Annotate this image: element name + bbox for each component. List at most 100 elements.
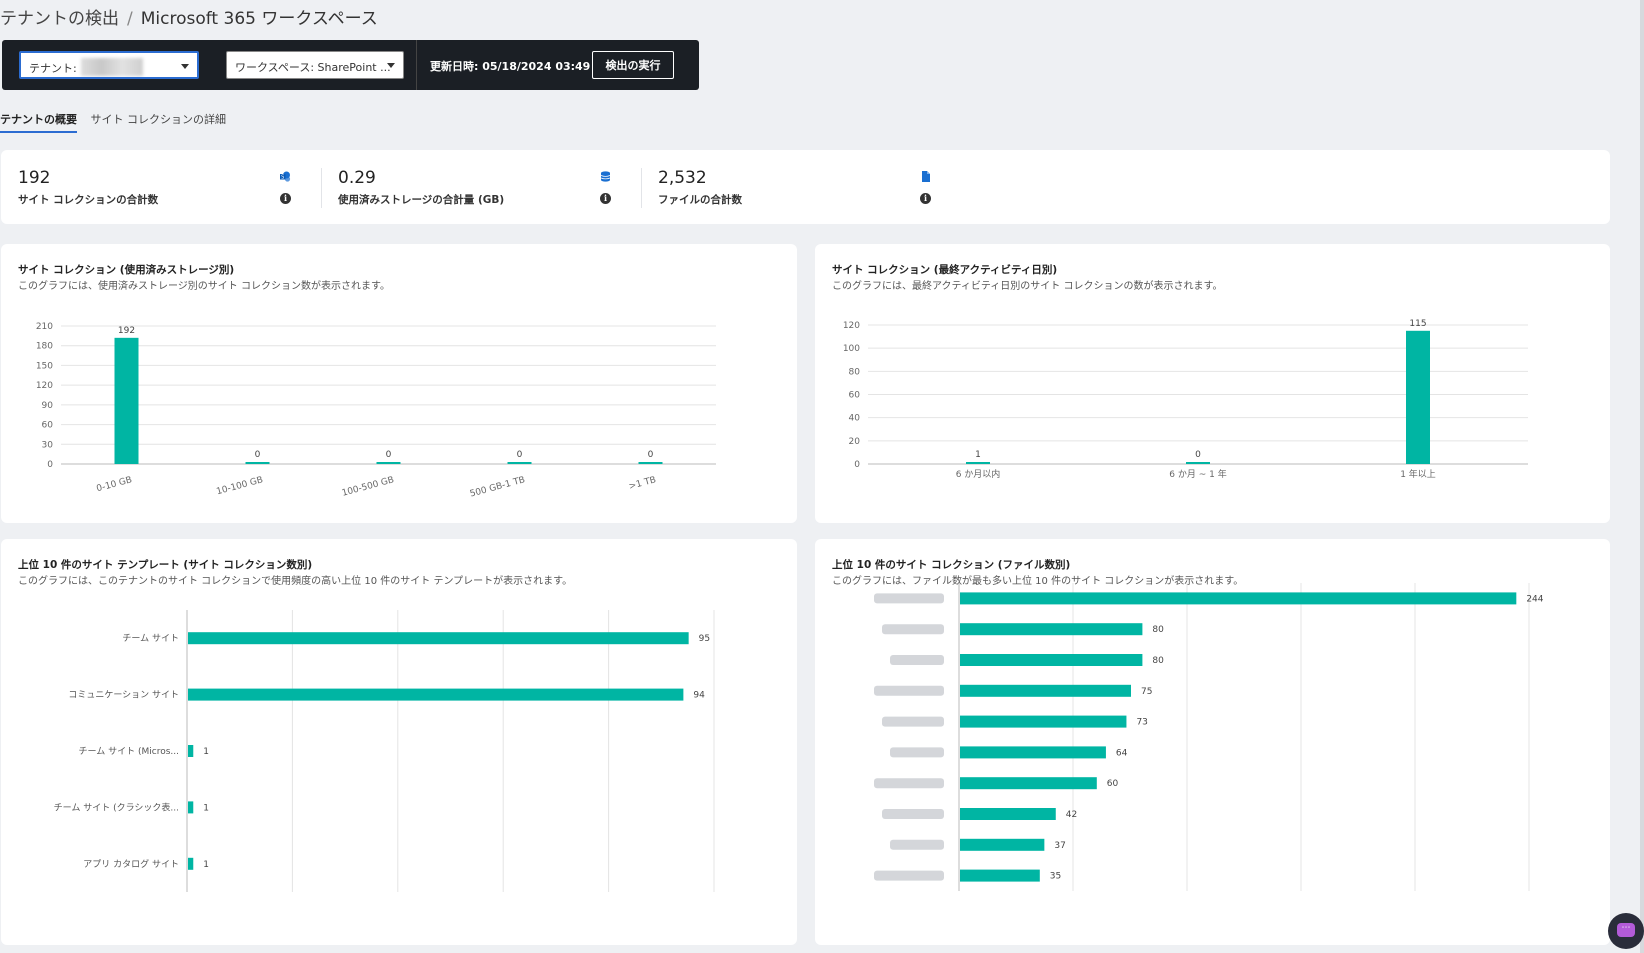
bar: [188, 857, 194, 870]
bar: [376, 462, 401, 464]
data-label: 0: [1195, 450, 1201, 460]
data-label: 1: [203, 860, 209, 870]
y-tick-label: 100: [843, 344, 860, 354]
tenant-select-label: テナント:: [29, 62, 77, 75]
chart-subtitle: このグラフには、このテナントのサイト コレクションで使用頻度の高い上位 10 件…: [18, 576, 573, 587]
chart-title: 上位 10 件のサイト コレクション (ファイル数別): [832, 559, 1071, 571]
kpi-label: ファイルの合計数: [658, 194, 742, 206]
redacted-site-name: [874, 685, 944, 696]
x-tick-label: 100-500 GB: [341, 475, 395, 499]
last-updated-text: 更新日時: 05/18/2024 03:49: [430, 60, 591, 73]
chart-templates: 95 チーム サイト 94 コミュニケーション サイト 1 チーム サイト (Micros…: [54, 610, 715, 892]
workspace-select[interactable]: ワークスペース: SharePoint ...: [226, 51, 404, 79]
y-tick-label: 120: [843, 321, 860, 331]
svg-text:S: S: [281, 174, 284, 180]
bar: [188, 745, 194, 757]
y-tick-label: 30: [42, 440, 54, 450]
y-tick-label: 90: [42, 401, 54, 411]
data-label: 1: [975, 450, 981, 460]
tenant-name-redacted: [80, 58, 143, 76]
breadcrumb: テナントの検出 / Microsoft 365 ワークスペース: [0, 4, 378, 29]
info-icon[interactable]: i: [600, 193, 611, 204]
data-label: 37: [1054, 841, 1065, 851]
bar: [960, 654, 1143, 666]
data-label: 0: [648, 450, 654, 460]
redacted-site-name: [874, 870, 944, 881]
bar: [960, 869, 1040, 882]
y-tick-label: チーム サイト (Micros...: [79, 746, 179, 757]
bar: [188, 632, 689, 645]
y-tick-label: 60: [42, 421, 54, 431]
tenant-select[interactable]: テナント:: [19, 51, 199, 79]
bar: [114, 337, 139, 464]
chart-activity: 0 20 40 60 80 100 120 1 6 か月以内 0 6 か月 ~ 1 年 115 1 年以…: [843, 319, 1528, 480]
tab-tenant-overview[interactable]: テナントの概要: [0, 111, 77, 133]
data-label: 244: [1526, 594, 1543, 604]
y-tick-label: 0: [854, 460, 860, 470]
info-icon[interactable]: i: [920, 193, 931, 204]
bar: [960, 592, 1517, 605]
y-tick-label: 210: [36, 322, 53, 332]
workspace-select-label: ワークスペース: SharePoint ...: [235, 61, 391, 74]
data-label: 0: [386, 450, 392, 460]
data-label: 64: [1116, 748, 1128, 758]
divider: [321, 168, 322, 208]
bar: [1406, 330, 1430, 464]
bar: [960, 623, 1143, 636]
chart-subtitle: このグラフには、最終アクティビティ日別のサイト コレクションの数が表示されます。: [832, 281, 1223, 292]
data-label: 192: [118, 326, 135, 336]
kpi-site-collections: 192 サイト コレクションの合計数 S i: [1, 168, 301, 210]
y-tick-label: アプリ カタログ サイト: [83, 858, 179, 870]
bar: [960, 777, 1097, 790]
data-label: 1: [203, 803, 209, 813]
tab-site-collection-details[interactable]: サイト コレクションの詳細: [90, 113, 227, 126]
breadcrumb-separator: /: [127, 9, 133, 29]
bar: [960, 684, 1131, 697]
data-label: 0: [255, 450, 261, 460]
data-label: 60: [1107, 779, 1119, 789]
chart-storage: 0 30 60 90 120 150 180 210 192 0-10 GB 0 10-100 GB 0…: [36, 322, 716, 500]
bar: [1186, 462, 1210, 464]
info-icon[interactable]: i: [280, 193, 291, 204]
chart-subtitle: このグラフには、ファイル数が最も多い上位 10 件のサイト コレクションが表示さ…: [832, 576, 1244, 587]
y-tick-label: 40: [849, 414, 861, 424]
data-label: 94: [693, 691, 705, 701]
page-scrollbar[interactable]: [1640, 0, 1644, 953]
bar: [245, 462, 270, 464]
chat-button[interactable]: ⋯: [1608, 913, 1644, 949]
run-discovery-button[interactable]: 検出の実行: [592, 51, 674, 79]
redacted-site-name: [890, 839, 944, 850]
x-tick-label: 500 GB-1 TB: [469, 475, 526, 499]
divider: [416, 40, 417, 90]
y-tick-label: 180: [36, 342, 53, 352]
bar: [188, 688, 684, 701]
chevron-down-icon: [181, 64, 189, 69]
chart-subtitle: このグラフには、使用済みストレージ別のサイト コレクション数が表示されます。: [18, 281, 390, 292]
data-label: 95: [699, 634, 710, 644]
kpi-storage: 0.29 使用済みストレージの合計量 (GB) i: [321, 168, 621, 210]
tab-bar: テナントの概要 サイト コレクションの詳細: [0, 111, 236, 133]
bar: [188, 801, 194, 814]
data-label: 42: [1066, 810, 1077, 820]
chart-card-activity: サイト コレクション (最終アクティビティ日別) このグラフには、最終アクティビ…: [815, 244, 1610, 523]
x-tick-label: 6 か月以内: [956, 468, 1001, 480]
y-tick-label: 0: [47, 460, 53, 470]
kpi-files: 2,532 ファイルの合計数 i: [641, 168, 941, 210]
data-label: 0: [517, 450, 523, 460]
chart-title: サイト コレクション (最終アクティビティ日別): [832, 264, 1058, 276]
data-label: 115: [1409, 319, 1426, 329]
redacted-site-name: [882, 809, 944, 819]
y-tick-label: 60: [849, 391, 861, 401]
chart-card-templates: 上位 10 件のサイト テンプレート (サイト コレクション数別) このグラフに…: [1, 539, 797, 945]
chat-icon: ⋯: [1617, 923, 1635, 937]
chart-title: 上位 10 件のサイト テンプレート (サイト コレクション数別): [18, 559, 313, 571]
y-tick-label: チーム サイト: [122, 633, 179, 644]
breadcrumb-parent-link[interactable]: テナントの検出: [0, 9, 119, 29]
kpi-value: 0.29: [338, 168, 376, 188]
chart-card-storage: サイト コレクション (使用済みストレージ別) このグラフには、使用済みストレー…: [1, 244, 797, 523]
redacted-site-name: [890, 655, 944, 665]
divider: [641, 168, 642, 208]
page-title: Microsoft 365 ワークスペース: [140, 9, 378, 29]
bar: [960, 808, 1056, 820]
bar: [638, 462, 663, 464]
